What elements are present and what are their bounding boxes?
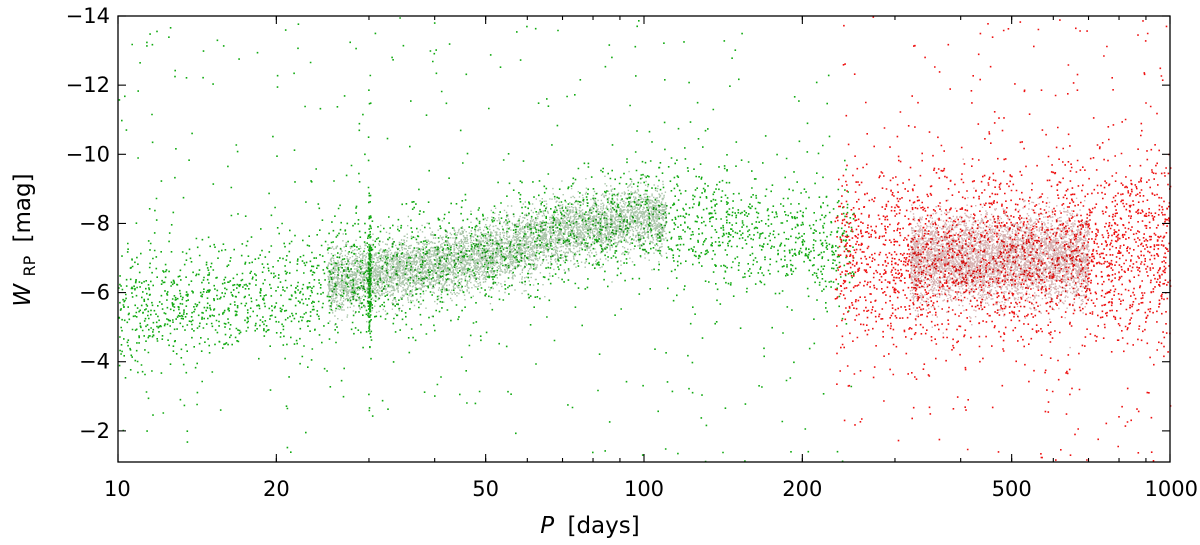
- red-series-points: [834, 16, 1172, 462]
- y-tick-label: −6: [79, 281, 110, 305]
- x-tick-label: 1000: [1145, 477, 1198, 501]
- x-tick-label: 100: [624, 477, 664, 501]
- x-axis-symbol: P: [540, 513, 554, 539]
- x-tick-label: 20: [263, 477, 290, 501]
- x-tick-label: 500: [992, 477, 1032, 501]
- y-tick-label: −2: [79, 419, 110, 443]
- green-core-points: [327, 170, 668, 326]
- x-axis: 10 20 50 100 200 500 1000: [104, 16, 1198, 501]
- x-axis-label: P [days]: [540, 513, 639, 539]
- x-tick-label: 200: [782, 477, 822, 501]
- y-tick-label: −12: [66, 73, 110, 97]
- x-axis-unit: [days]: [567, 513, 639, 539]
- y-tick-label: −8: [79, 211, 110, 235]
- y-axis-label: W RP [mag]: [10, 173, 41, 306]
- x-tick-label: 10: [104, 477, 131, 501]
- y-tick-label: −14: [66, 4, 110, 28]
- y-axis-symbol: W: [10, 283, 36, 307]
- y-tick-label: −10: [66, 142, 110, 166]
- y-axis: −2 −4 −6 −8 −10 −12 −14: [66, 4, 1170, 443]
- green-series-points: [118, 17, 855, 463]
- data-point-markers: [834, 16, 1172, 462]
- y-tick-label: −4: [79, 350, 110, 374]
- y-axis-unit: [mag]: [10, 173, 36, 242]
- x-tick-label: 50: [472, 477, 499, 501]
- data-point-markers: [118, 17, 855, 463]
- y-axis-subscript: RP: [20, 255, 39, 276]
- red-core-points: [909, 158, 1090, 349]
